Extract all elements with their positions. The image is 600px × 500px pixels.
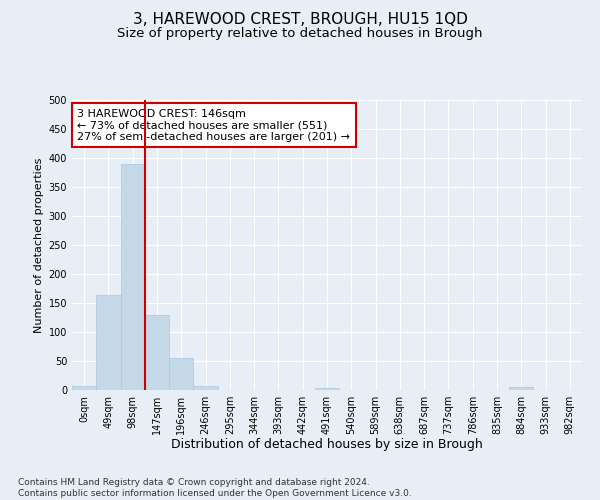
Bar bbox=[315, 388, 339, 390]
Bar bbox=[169, 358, 193, 390]
Bar bbox=[145, 314, 169, 390]
Bar bbox=[193, 386, 218, 390]
Text: 3 HAREWOOD CREST: 146sqm
← 73% of detached houses are smaller (551)
27% of semi-: 3 HAREWOOD CREST: 146sqm ← 73% of detach… bbox=[77, 108, 350, 142]
Text: Size of property relative to detached houses in Brough: Size of property relative to detached ho… bbox=[117, 28, 483, 40]
Bar bbox=[96, 296, 121, 390]
Bar bbox=[121, 164, 145, 390]
Text: Contains HM Land Registry data © Crown copyright and database right 2024.
Contai: Contains HM Land Registry data © Crown c… bbox=[18, 478, 412, 498]
Y-axis label: Number of detached properties: Number of detached properties bbox=[34, 158, 44, 332]
X-axis label: Distribution of detached houses by size in Brough: Distribution of detached houses by size … bbox=[171, 438, 483, 452]
Bar bbox=[509, 387, 533, 390]
Text: 3, HAREWOOD CREST, BROUGH, HU15 1QD: 3, HAREWOOD CREST, BROUGH, HU15 1QD bbox=[133, 12, 467, 28]
Bar bbox=[72, 386, 96, 390]
